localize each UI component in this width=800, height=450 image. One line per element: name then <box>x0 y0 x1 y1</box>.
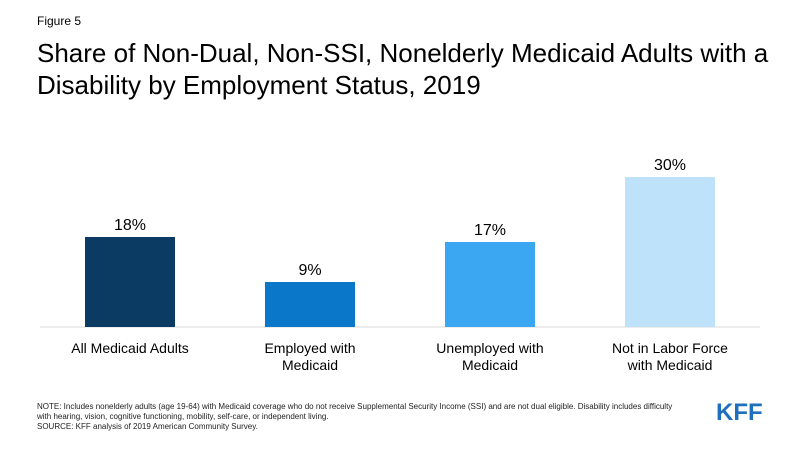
category-label-2-line-2: Medicaid <box>282 357 338 373</box>
category-label-4-line-2: with Medicaid <box>627 357 713 373</box>
chart-title: Share of Non-Dual, Non-SSI, Nonelderly M… <box>37 38 769 100</box>
footer-note: NOTE: Includes nonelderly adults (age 19… <box>37 402 673 421</box>
category-label-2-line-1: Employed with <box>264 340 355 356</box>
data-label-3: 17% <box>474 222 506 239</box>
bar-2 <box>265 282 355 327</box>
category-label-3-line-1: Unemployed with <box>436 340 543 356</box>
bar-3 <box>445 242 535 327</box>
category-label-3-line-2: Medicaid <box>462 357 518 373</box>
kff-logo: KFF <box>716 399 763 426</box>
data-label-4: 30% <box>654 157 686 174</box>
bar-4 <box>625 177 715 327</box>
bar-1 <box>85 237 175 327</box>
data-label-2: 9% <box>298 262 321 279</box>
footer: NOTE: Includes nonelderly adults (age 19… <box>37 402 677 432</box>
data-label-1: 18% <box>114 217 146 234</box>
category-label-1: All Medicaid Adults <box>71 340 189 356</box>
figure-label: Figure 5 <box>37 14 82 28</box>
footer-source: SOURCE: KFF analysis of 2019 American Co… <box>37 422 258 431</box>
category-label-4-line-1: Not in Labor Force <box>612 340 728 356</box>
